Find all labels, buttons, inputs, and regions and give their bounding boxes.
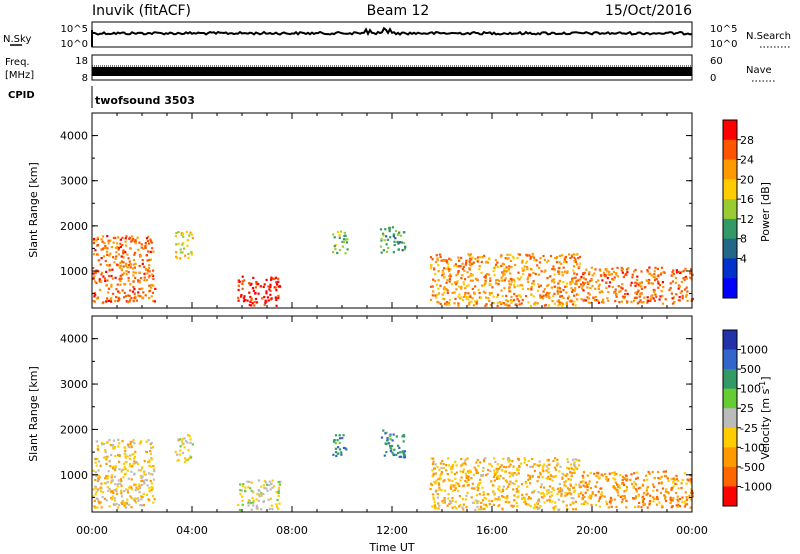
y-tick-label: 1000 bbox=[60, 265, 88, 278]
echo-region bbox=[92, 438, 156, 509]
echo-region bbox=[379, 226, 407, 254]
nave-tick-top: 60 bbox=[710, 56, 723, 67]
colorbar-swatch bbox=[723, 258, 737, 279]
colorbar-tick-label: -25 bbox=[740, 422, 758, 435]
echo-region bbox=[332, 230, 349, 255]
x-tick-label: 04:00 bbox=[176, 524, 208, 537]
colorbar-swatch bbox=[723, 447, 737, 468]
cpid-value: twofsound 3503 bbox=[95, 94, 195, 107]
power-colorbar-label: Power [dB] bbox=[759, 182, 772, 242]
power-ylabel: Slant Range [km] bbox=[27, 162, 40, 258]
noise-strip: N.Sky 10^5 10^0 10^5 10^0 N.Search bbox=[3, 21, 791, 50]
colorbar-swatch bbox=[723, 120, 737, 141]
x-tick-label: 00:00 bbox=[76, 524, 108, 537]
nsky-label: N.Sky bbox=[3, 34, 31, 45]
colorbar-swatch bbox=[723, 486, 737, 507]
x-tick-label: 20:00 bbox=[576, 524, 608, 537]
cpid-label: CPID bbox=[8, 90, 35, 101]
colorbar-tick-label: 20 bbox=[740, 173, 754, 186]
nave-tick-bottom: 0 bbox=[710, 73, 716, 84]
colorbar-swatch bbox=[723, 139, 737, 161]
power-echoes bbox=[92, 226, 694, 307]
echo-region bbox=[579, 470, 694, 509]
colorbar-tick-label: 1000 bbox=[740, 344, 768, 357]
colorbar-tick-label: 24 bbox=[740, 154, 754, 167]
y-tick-label: 4000 bbox=[60, 333, 88, 346]
y-tick-label: 3000 bbox=[60, 378, 88, 391]
y-tick-label: 2000 bbox=[60, 423, 88, 436]
x-tick-label: 00:00 bbox=[676, 524, 708, 537]
noise-tick-bottom-right: 10^0 bbox=[710, 39, 737, 50]
colorbar-swatch bbox=[723, 466, 737, 487]
colorbar-swatch bbox=[723, 218, 737, 240]
velocity-ylabel: Slant Range [km] bbox=[27, 366, 40, 462]
colorbar-tick-label: -100 bbox=[740, 441, 765, 454]
colorbar-tick-label: 100 bbox=[740, 383, 761, 396]
colorbar-tick-label: 28 bbox=[740, 134, 754, 147]
date-title: 15/Oct/2016 bbox=[605, 3, 692, 19]
time-axis: 00:00 04:00 08:00 12:00 16:00 20:00 00:00 bbox=[76, 524, 708, 537]
cpid-strip: CPID twofsound 3503 bbox=[8, 86, 195, 108]
colorbar-swatch bbox=[723, 159, 737, 180]
colorbar-tick-label: 12 bbox=[740, 213, 754, 226]
echo-region bbox=[174, 434, 194, 463]
colorbar-swatch bbox=[723, 408, 737, 429]
y-tick-label: 3000 bbox=[60, 175, 88, 188]
y-tick-label: 1000 bbox=[60, 469, 88, 482]
x-tick-label: 16:00 bbox=[476, 524, 508, 537]
colorbar-swatch bbox=[723, 427, 737, 448]
velocity-panel: 4000 3000 2000 1000 Slant Range [km] bbox=[27, 315, 694, 513]
velocity-colorbar: 1000 500 100 25 -25 -100 -500 -1000 Velocity [m… bbox=[722, 329, 772, 507]
velocity-echoes bbox=[92, 429, 694, 511]
power-colorbar: 28 24 20 16 12 8 4 Power [dB] bbox=[722, 119, 772, 299]
colorbar-swatch bbox=[723, 388, 737, 409]
nsearch-label: N.Search bbox=[746, 31, 791, 42]
echo-region bbox=[237, 479, 282, 511]
colorbar-tick-label: 16 bbox=[740, 193, 754, 206]
freq-tick-top: 18 bbox=[75, 56, 88, 67]
echo-region bbox=[380, 429, 407, 459]
velocity-y-axis: 4000 3000 2000 1000 bbox=[60, 316, 693, 512]
freq-label-1: Freq. bbox=[5, 57, 30, 68]
colorbar-tick-label: -500 bbox=[740, 461, 765, 474]
colorbar-tick-label: 25 bbox=[740, 402, 754, 415]
freq-label-2: [MHz] bbox=[5, 70, 34, 81]
colorbar-swatch bbox=[723, 199, 737, 220]
colorbar-tick-label: 4 bbox=[740, 252, 747, 265]
colorbar-swatch bbox=[723, 238, 737, 259]
echo-region bbox=[174, 230, 194, 260]
colorbar-swatch bbox=[723, 369, 737, 390]
echo-region bbox=[429, 252, 582, 307]
colorbar-swatch bbox=[723, 349, 737, 370]
noise-trace bbox=[91, 26, 693, 37]
freq-strip: Freq. [MHz] 18 8 60 0 Nave bbox=[5, 54, 775, 84]
beam-title: Beam 12 bbox=[367, 3, 430, 19]
noise-tick-bottom-left: 10^0 bbox=[61, 39, 88, 50]
echo-region bbox=[92, 235, 157, 305]
velocity-colorbar-label: Velocity [m s-1] bbox=[758, 376, 772, 459]
nave-label: Nave bbox=[746, 65, 772, 76]
echo-region bbox=[332, 434, 348, 458]
echo-region bbox=[579, 266, 694, 305]
echo-region bbox=[237, 275, 282, 307]
power-panel: 4000 3000 2000 1000 Slant Range [km] bbox=[27, 112, 694, 309]
time-xlabel: Time UT bbox=[368, 541, 414, 554]
colorbar-swatch bbox=[723, 179, 737, 200]
noise-tick-top-left: 10^5 bbox=[61, 24, 88, 35]
freq-tick-bottom: 8 bbox=[82, 73, 88, 84]
colorbar-tick-label: -1000 bbox=[740, 480, 772, 493]
x-tick-label: 08:00 bbox=[276, 524, 308, 537]
x-tick-label: 12:00 bbox=[376, 524, 408, 537]
power-y-axis: 4000 3000 2000 1000 bbox=[60, 113, 693, 308]
colorbar-swatch bbox=[723, 330, 737, 351]
echo-region bbox=[429, 457, 581, 511]
colorbar-tick-label: 8 bbox=[740, 233, 747, 246]
y-tick-label: 4000 bbox=[60, 130, 88, 143]
colorbar-tick-label: 500 bbox=[740, 363, 761, 376]
colorbar-swatch bbox=[723, 278, 737, 299]
y-tick-label: 2000 bbox=[60, 220, 88, 233]
station-title: Inuvik (fitACF) bbox=[92, 3, 191, 19]
noise-tick-top-right: 10^5 bbox=[710, 24, 737, 35]
